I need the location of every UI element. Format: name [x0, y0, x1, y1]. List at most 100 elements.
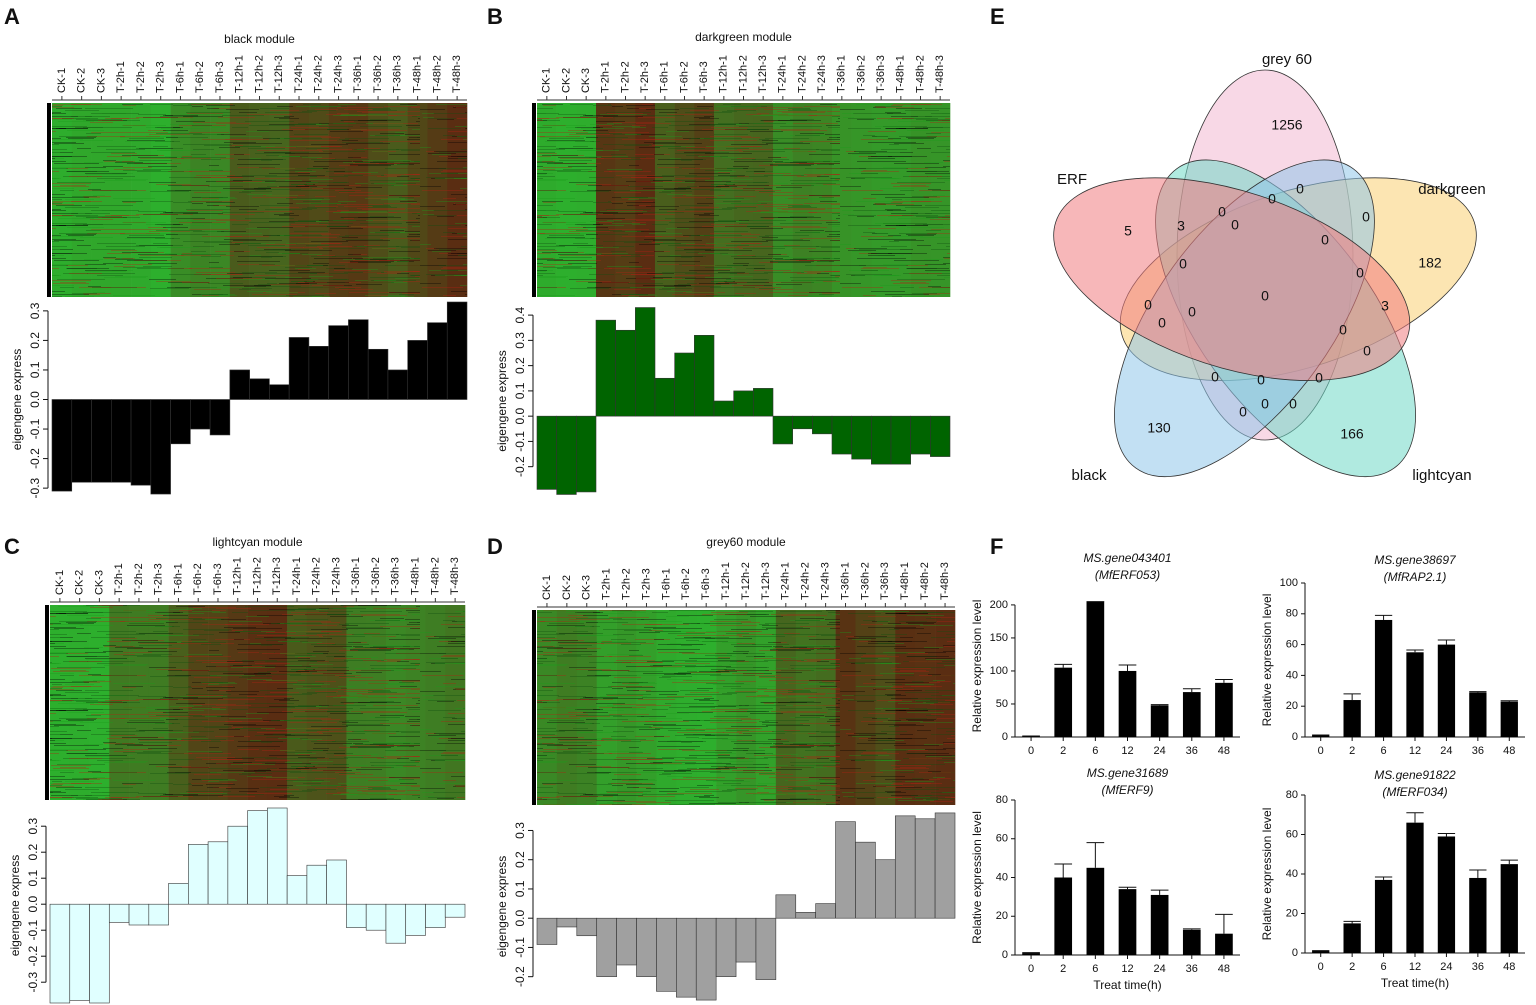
y-tick-label: 0.3: [513, 822, 527, 839]
heatmap-texture-overlay: [50, 605, 465, 800]
bar: [914, 818, 936, 919]
y-tick-label: 0.2: [513, 357, 527, 374]
set-label: ERF: [1057, 171, 1087, 188]
bar: [444, 903, 466, 918]
bar: [1086, 867, 1105, 955]
y-tick-label: 0.2: [28, 332, 42, 349]
sample-label: T-6h-1: [172, 563, 184, 595]
y-tick-label: 50: [996, 698, 1008, 710]
bar: [71, 399, 92, 483]
bar: [51, 399, 73, 492]
y-tick-label: 40: [1286, 868, 1298, 880]
sample-label: T-6h-2: [192, 563, 204, 595]
sample-label: CK-3: [580, 68, 592, 93]
y-tick-label: 0.0: [513, 407, 527, 424]
bar: [930, 415, 951, 457]
sample-label: T-6h-2: [680, 568, 692, 600]
region-count: 0: [1158, 315, 1166, 331]
bar: [150, 399, 171, 495]
sample-label: T-12h-3: [760, 562, 772, 600]
sample-label: CK-1: [541, 575, 553, 600]
x-tick-label: 2: [1349, 745, 1355, 757]
sample-label: T-48h-2: [429, 557, 441, 595]
module-title: lightcyan module: [212, 535, 302, 549]
bar: [694, 335, 715, 417]
bar: [348, 319, 369, 400]
y-tick-label: 0.0: [26, 896, 40, 913]
sample-label: T-36h-3: [390, 557, 402, 595]
x-tick-label: 36: [1472, 745, 1484, 757]
sample-label: T-48h-2: [431, 55, 443, 93]
bar: [1054, 667, 1073, 737]
bar: [596, 917, 617, 977]
bar: [1150, 705, 1169, 737]
bar: [1374, 619, 1393, 737]
sample-label: T-36h-1: [839, 562, 851, 600]
x-tick-label: 48: [1218, 745, 1230, 757]
bar: [855, 841, 876, 919]
bar: [536, 415, 557, 490]
panel-letter: E: [990, 4, 1005, 29]
heatmap-texture-overlay: [537, 610, 955, 805]
sample-label: T-2h-1: [600, 61, 612, 93]
sample-label: T-36h-2: [859, 562, 871, 600]
bar: [894, 815, 916, 919]
sample-label: T-12h-3: [271, 557, 283, 595]
sample-label: T-24h-2: [796, 55, 808, 93]
set-label: black: [1071, 467, 1107, 484]
bar: [148, 903, 169, 926]
y-tick-label: 0: [1292, 731, 1298, 743]
bar: [1437, 644, 1456, 737]
region-count: 0: [1356, 265, 1364, 281]
sample-label: CK-2: [561, 575, 573, 600]
sample-label: CK-3: [581, 575, 593, 600]
sample-label: T-12h-1: [232, 557, 244, 595]
bar: [425, 903, 446, 928]
sample-label: CK-3: [95, 68, 107, 93]
sample-label: T-24h-3: [332, 55, 344, 93]
chart-title: MS.gene31689: [1087, 766, 1169, 780]
sample-label: T-36h-3: [875, 55, 887, 93]
sample-label: T-12h-3: [273, 55, 285, 93]
bar: [576, 917, 598, 937]
y-axis-label: Relative expression level: [970, 811, 984, 944]
y-tick-label: 100: [1280, 577, 1298, 589]
sample-label: T-12h-2: [251, 557, 263, 595]
x-tick-label: 48: [1503, 961, 1515, 973]
bar: [407, 340, 428, 400]
x-tick-label: 12: [1121, 963, 1133, 975]
y-tick-label: 80: [1286, 789, 1298, 801]
region-count: 0: [1231, 217, 1239, 233]
bar: [1215, 933, 1233, 955]
bar: [1374, 879, 1393, 953]
bar: [812, 415, 833, 435]
sample-label: T-6h-3: [212, 563, 224, 595]
x-tick-label: 2: [1060, 963, 1066, 975]
bar: [1022, 953, 1040, 955]
sample-label: T-2h-3: [155, 61, 167, 93]
bar: [1469, 877, 1487, 953]
bar: [536, 917, 558, 945]
x-tick-label: 2: [1060, 745, 1066, 757]
sample-label: T-36h-3: [392, 55, 404, 93]
sample-label: CK-2: [560, 68, 572, 93]
x-tick-label: 0: [1028, 745, 1034, 757]
y-tick-label: 20: [1286, 700, 1298, 712]
chart-subtitle: (MfRAP2.1): [1384, 570, 1447, 584]
bar: [385, 903, 407, 944]
sample-label: CK-1: [54, 570, 66, 595]
sample-label: T-6h-3: [698, 61, 710, 93]
heatmap-texture-overlay: [52, 103, 467, 297]
bar: [249, 378, 270, 400]
y-tick-label: 0.1: [26, 870, 40, 887]
y-tick-label: 0.2: [513, 851, 527, 868]
region-count: 0: [1321, 232, 1329, 248]
y-tick-label: 0.1: [28, 361, 42, 378]
bar: [49, 903, 71, 1004]
bar: [1022, 736, 1040, 737]
sample-label: T-48h-3: [939, 562, 951, 600]
chart-title: MS.gene38697: [1374, 553, 1457, 567]
region-count: 0: [1179, 256, 1187, 272]
sample-label: T-2h-3: [640, 568, 652, 600]
